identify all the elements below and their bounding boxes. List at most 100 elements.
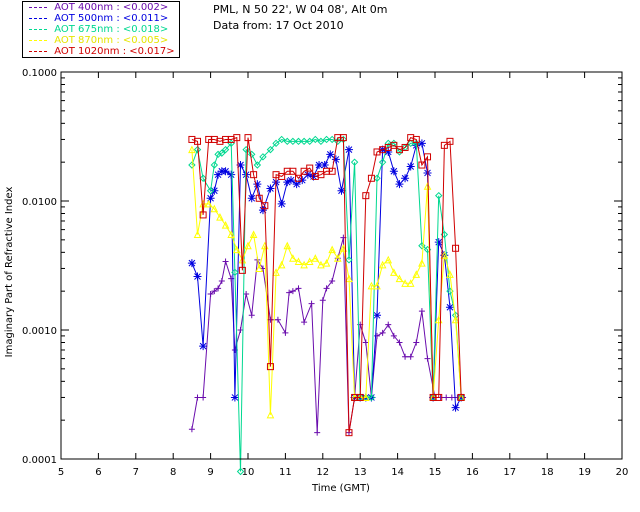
data-point [258,206,267,215]
data-point [215,285,222,292]
data-point [423,182,432,190]
data-point [216,212,224,221]
data-point [402,353,409,360]
data-point [412,270,421,278]
data-point [378,260,387,269]
y-axis-label: Imaginary Part of Refractive Index [4,187,15,358]
data-point [287,176,296,185]
data-point [452,244,460,252]
x-tick-label: 6 [95,467,101,478]
data-point [319,297,326,304]
data-point [193,145,202,154]
data-point [443,394,450,401]
x-tick-label: 13 [354,467,367,478]
data-point [283,137,291,146]
data-point [328,245,336,254]
data-point [277,260,286,269]
data-point [367,281,376,290]
data-point [300,260,308,269]
data-point [320,161,329,170]
data-point [407,353,414,360]
data-point [248,150,256,159]
data-point [390,141,398,149]
data-date: Data from: 17 Oct 2010 [213,19,344,32]
data-point [238,266,246,274]
data-point [362,339,369,346]
data-point [249,230,258,238]
data-point [204,199,213,208]
axes: 5 6 7 8 9 10 11 12 13 14 15 16 17 18 19 20 0.0001 0.0010 0… [22,68,628,478]
data-point [328,135,336,144]
data-point [345,429,353,437]
data-point [221,221,230,229]
data-point [188,426,195,433]
site-location: PML, N 50 22', W 04 08', Alt 0m [213,3,388,16]
data-point [292,180,301,189]
data-point [210,204,219,213]
data-point [418,258,426,267]
legend-entry-500: AOT 500nm : <0.011> [29,13,175,24]
data-point [250,171,258,179]
chart-legend: AOT 400nm : <0.002> AOT 500nm : <0.011> … [22,1,180,58]
data-point [440,141,448,149]
x-tick-label: 7 [133,467,139,478]
data-point [417,139,426,148]
data-point [445,303,454,312]
data-point [395,274,404,283]
data-point [418,308,425,315]
x-tick-label: 12 [316,467,329,478]
data-point [187,259,196,268]
data-point [199,174,207,182]
series-line [191,136,462,433]
data-point [272,139,280,148]
plot-frame [60,71,623,460]
data-point [401,143,409,151]
data-point [211,288,218,295]
data-point [345,256,353,264]
data-point [300,137,308,146]
legend-entry-400: AOT 400nm : <0.002> [29,2,175,13]
data-point [274,316,281,323]
x-tick-label: 14 [391,467,404,478]
data-point [214,170,223,179]
data-point [194,394,201,401]
series-aot-675nm [188,135,465,476]
data-point [259,153,267,161]
data-point [247,194,256,203]
legend-swatch-500 [29,17,47,19]
data-point [193,272,202,281]
data-point [188,161,196,169]
x-tick-label: 17 [503,467,516,478]
data-point [289,288,296,295]
data-point [311,135,320,144]
data-point [243,291,250,298]
data-point [207,291,214,298]
data-point [283,241,292,250]
data-point [373,311,382,320]
data-point [218,149,226,157]
data-point [305,257,314,265]
data-point [282,329,289,336]
data-point [306,137,314,146]
data-point [384,139,392,148]
data-point [294,137,303,146]
x-tick-label: 18 [541,467,554,478]
data-point [373,174,381,182]
data-point [446,137,454,145]
x-axis-label: Time (GMT) [311,483,370,494]
data-point [331,155,340,164]
data-point [244,241,252,250]
data-point [283,178,292,187]
series-layer [187,134,467,476]
legend-swatch-400 [29,6,47,8]
data-point [200,394,207,401]
data-point [199,211,207,219]
data-point [344,145,353,154]
data-point [337,186,346,195]
series-aot-1020nm [188,134,465,437]
data-point [378,158,387,166]
data-point [278,172,286,180]
data-point [322,258,331,267]
data-point [401,174,410,183]
